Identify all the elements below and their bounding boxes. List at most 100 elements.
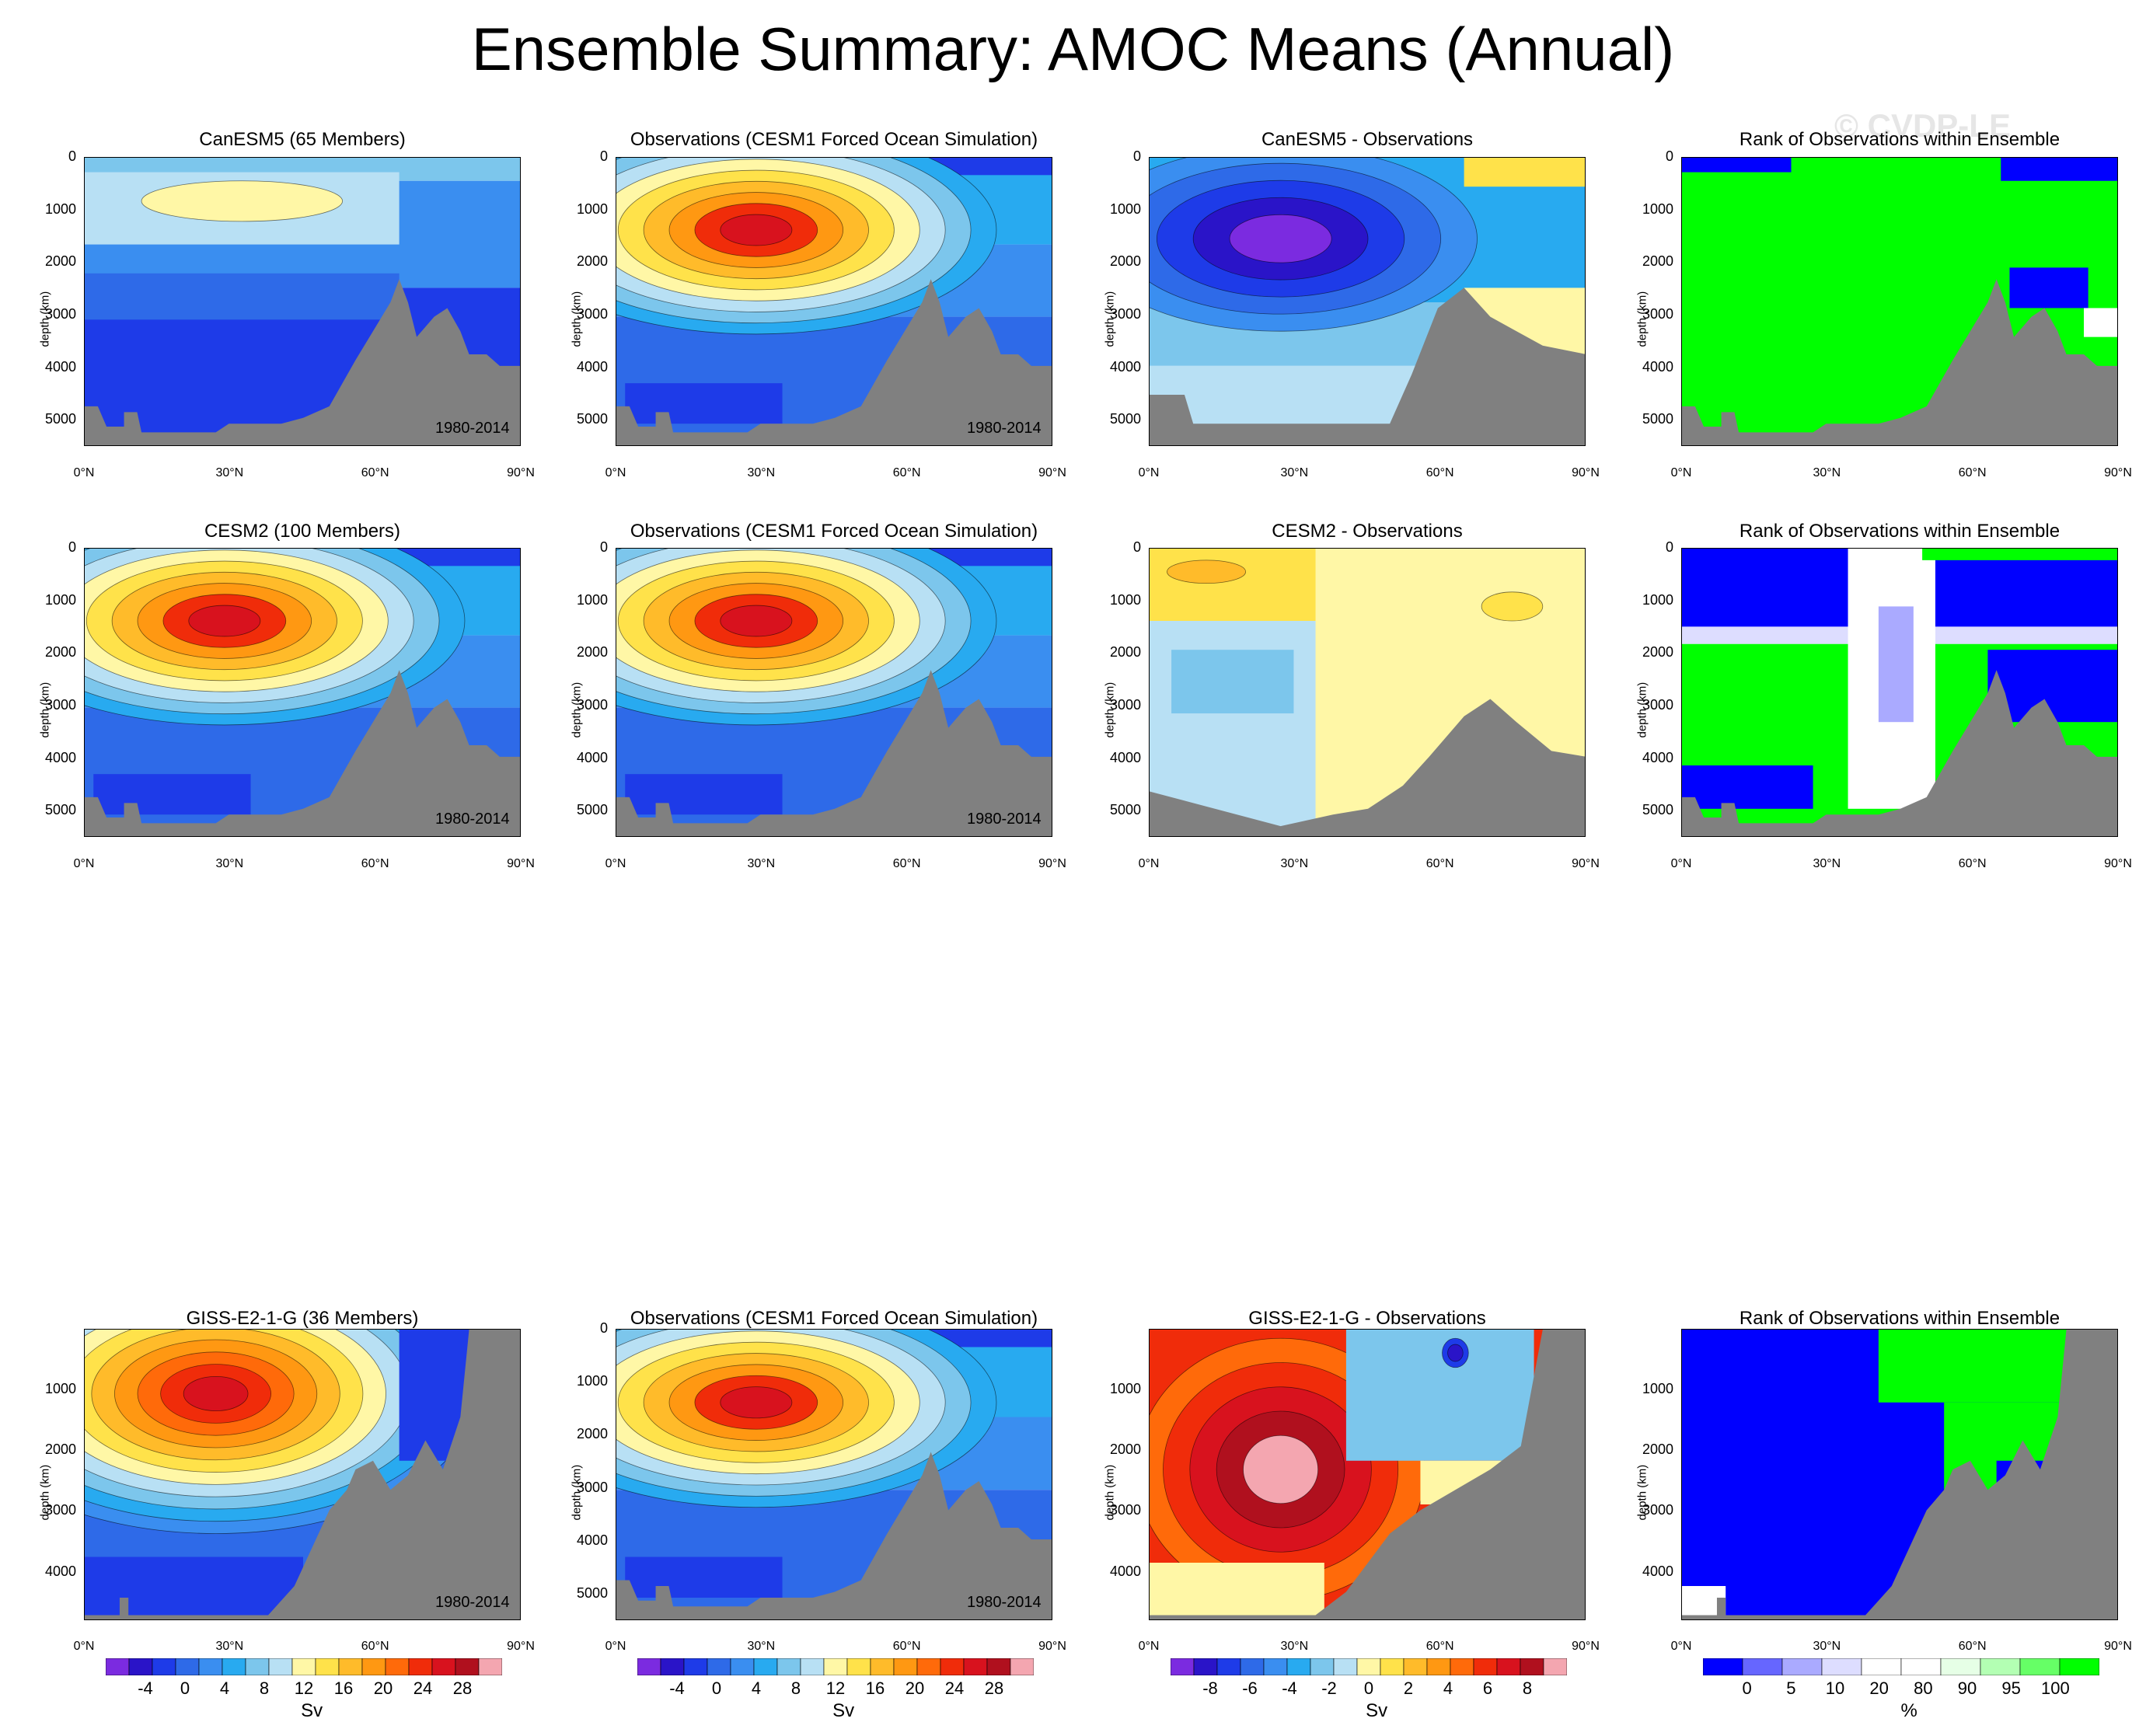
colorbar-swatch — [707, 1658, 731, 1676]
x-tick-label: 30°N — [1280, 466, 1309, 479]
colorbar-swatch — [1310, 1658, 1335, 1676]
colorbar-label: -2 — [1321, 1678, 1337, 1698]
panel-title: Observations (CESM1 Forced Ocean Simulat… — [630, 1308, 1038, 1329]
plot-area-model — [84, 157, 521, 446]
x-tick-label: 0°N — [1670, 1640, 1692, 1653]
y-tick-label: 4000 — [576, 749, 608, 765]
contour-plot — [85, 1330, 520, 1619]
colorbar-label: 28 — [452, 1678, 473, 1698]
colorbar-swatch — [1010, 1658, 1035, 1676]
y-tick-label: 1000 — [576, 591, 608, 608]
colorbar-swatch — [222, 1658, 246, 1676]
x-tick-label: 0°N — [1670, 857, 1692, 870]
panel-title: CanESM5 - Observations — [1261, 129, 1474, 150]
obs-deep — [625, 383, 783, 424]
land-mask — [85, 1330, 520, 1619]
colorbar-label: 24 — [413, 1678, 433, 1698]
x-tick-label: 30°N — [1813, 857, 1841, 870]
colorbar-swatches — [1170, 1658, 1568, 1676]
colorbar-unit: % — [1900, 1700, 1917, 1721]
x-tick-label: 90°N — [1572, 857, 1600, 870]
colorbar-swatch — [315, 1658, 340, 1676]
colorbar-swatch — [455, 1658, 480, 1676]
colorbar-swatch — [1742, 1658, 1783, 1676]
y-tick-label: 2000 — [1642, 644, 1673, 661]
x-tick-label: 90°N — [2104, 1640, 2132, 1653]
obs-overturning-contour — [188, 605, 261, 637]
y-tick-label: 2000 — [576, 644, 608, 661]
colorbar-swatch — [431, 1658, 456, 1676]
colorbar-label: 8 — [1522, 1678, 1533, 1698]
y-tick-label: 4000 — [1642, 749, 1673, 765]
colorbar-swatch — [1450, 1658, 1474, 1676]
y-tick-label: 3000 — [44, 1502, 76, 1518]
y-tick-label: 0 — [1665, 539, 1673, 555]
land-mask — [1150, 288, 1585, 445]
x-tick-label: 90°N — [1572, 1640, 1600, 1653]
diff3-north — [1345, 1330, 1534, 1461]
colorbar-swatches — [637, 1658, 1035, 1676]
contour-plot — [1682, 1330, 2117, 1619]
colorbar-swatch — [2059, 1658, 2100, 1676]
x-tick-label: 0°N — [73, 466, 95, 479]
colorbar-swatch — [1861, 1658, 1902, 1676]
x-tick-label: 90°N — [507, 466, 535, 479]
colorbar-label: 16 — [865, 1678, 885, 1698]
colorbar-label: 20 — [1869, 1678, 1889, 1698]
x-tick-label: 0°N — [1138, 857, 1160, 870]
contour-plot — [1150, 158, 1585, 445]
y-tick-label: 5000 — [576, 1584, 608, 1601]
colorbar-swatch — [105, 1658, 130, 1676]
plot-area-obs — [616, 548, 1052, 837]
colorbar-swatches — [1702, 1658, 2100, 1676]
colorbar-label: 100 — [2040, 1678, 2070, 1698]
y-tick-label: 4000 — [44, 1563, 76, 1579]
x-tick-label: 0°N — [1138, 466, 1160, 479]
colorbar-swatch — [408, 1658, 433, 1676]
colorbar-label: 12 — [825, 1678, 846, 1698]
x-tick-label: 0°N — [73, 1640, 95, 1653]
colorbar-swatch — [1240, 1658, 1265, 1676]
colorbar-swatch — [1940, 1658, 1981, 1676]
colorbar-label: 4 — [219, 1678, 230, 1698]
x-tick-label: 0°N — [1138, 1640, 1160, 1653]
colorbar-swatch — [800, 1658, 825, 1676]
x-tick-label: 30°N — [1280, 1640, 1309, 1653]
colorbar-swatch — [1263, 1658, 1288, 1676]
plot-area-rank — [1681, 157, 2118, 446]
panel-title: Rank of Observations within Ensemble — [1739, 521, 2061, 542]
colorbar — [637, 1658, 1035, 1679]
x-tick-label: 60°N — [892, 1640, 921, 1653]
period-label: 1980-2014 — [435, 810, 510, 828]
colorbar-swatch — [1170, 1658, 1195, 1676]
colorbar-swatch — [1193, 1658, 1218, 1676]
y-tick-label: 2000 — [1109, 644, 1141, 661]
diff3-core-contour — [1447, 1344, 1464, 1362]
colorbar-swatch — [870, 1658, 895, 1676]
colorbar-label: 0 — [1363, 1678, 1374, 1698]
x-tick-label: 30°N — [1280, 857, 1309, 870]
y-tick-label: 3000 — [44, 305, 76, 322]
panel-title: CESM2 - Observations — [1272, 521, 1463, 542]
y-tick-label: 2000 — [44, 253, 76, 270]
colorbar-label: 2 — [1403, 1678, 1414, 1698]
plot-area-obs — [616, 157, 1052, 446]
colorbar-label: 8 — [790, 1678, 801, 1698]
colorbar-swatch — [245, 1658, 270, 1676]
colorbar — [1170, 1658, 1568, 1679]
plot-area-giss — [84, 1329, 521, 1620]
y-tick-label: 4000 — [1109, 1563, 1141, 1579]
colorbar-swatch — [846, 1658, 871, 1676]
colorbar-label: 80 — [1914, 1678, 1933, 1698]
y-tick-label: 3000 — [576, 305, 608, 322]
land-mask — [1150, 699, 1585, 836]
plot-area-diff — [1149, 157, 1586, 446]
diff2-north-contour — [1481, 591, 1544, 622]
diff-bias-contour — [1229, 214, 1332, 263]
y-tick-label: 1000 — [1642, 591, 1673, 608]
period-label: 1980-2014 — [967, 1594, 1042, 1611]
land-mask — [616, 670, 1052, 836]
y-tick-label: 3000 — [1109, 1502, 1141, 1518]
x-tick-label: 30°N — [1813, 1640, 1841, 1653]
colorbar-swatch — [893, 1658, 918, 1676]
